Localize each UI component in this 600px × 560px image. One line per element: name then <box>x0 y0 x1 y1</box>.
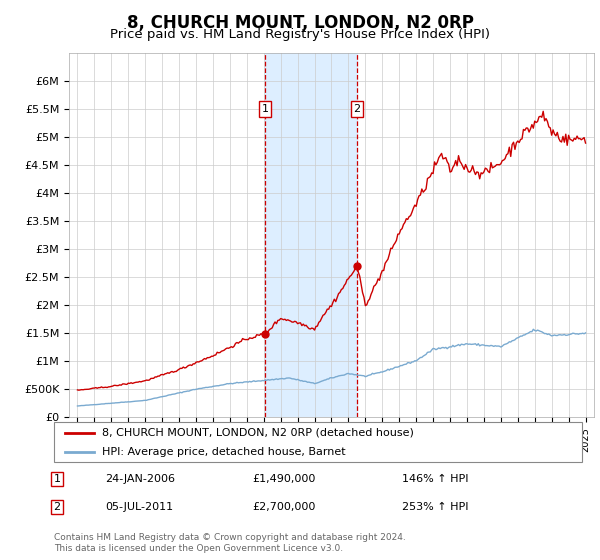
Text: 24-JAN-2006: 24-JAN-2006 <box>105 474 175 484</box>
Bar <box>265 53 357 417</box>
Text: 8, CHURCH MOUNT, LONDON, N2 0RP (detached house): 8, CHURCH MOUNT, LONDON, N2 0RP (detache… <box>101 428 413 438</box>
Text: Price paid vs. HM Land Registry's House Price Index (HPI): Price paid vs. HM Land Registry's House … <box>110 28 490 41</box>
Text: £1,490,000: £1,490,000 <box>252 474 316 484</box>
Text: 2: 2 <box>353 104 361 114</box>
Text: £2,700,000: £2,700,000 <box>252 502 316 512</box>
Text: 253% ↑ HPI: 253% ↑ HPI <box>402 502 469 512</box>
Text: 8, CHURCH MOUNT, LONDON, N2 0RP: 8, CHURCH MOUNT, LONDON, N2 0RP <box>127 14 473 32</box>
Text: 146% ↑ HPI: 146% ↑ HPI <box>402 474 469 484</box>
Text: HPI: Average price, detached house, Barnet: HPI: Average price, detached house, Barn… <box>101 447 345 457</box>
Text: 1: 1 <box>53 474 61 484</box>
FancyBboxPatch shape <box>54 422 582 462</box>
Text: 05-JUL-2011: 05-JUL-2011 <box>105 502 173 512</box>
Text: 2: 2 <box>53 502 61 512</box>
Text: 1: 1 <box>262 104 269 114</box>
Text: Contains HM Land Registry data © Crown copyright and database right 2024.
This d: Contains HM Land Registry data © Crown c… <box>54 533 406 553</box>
